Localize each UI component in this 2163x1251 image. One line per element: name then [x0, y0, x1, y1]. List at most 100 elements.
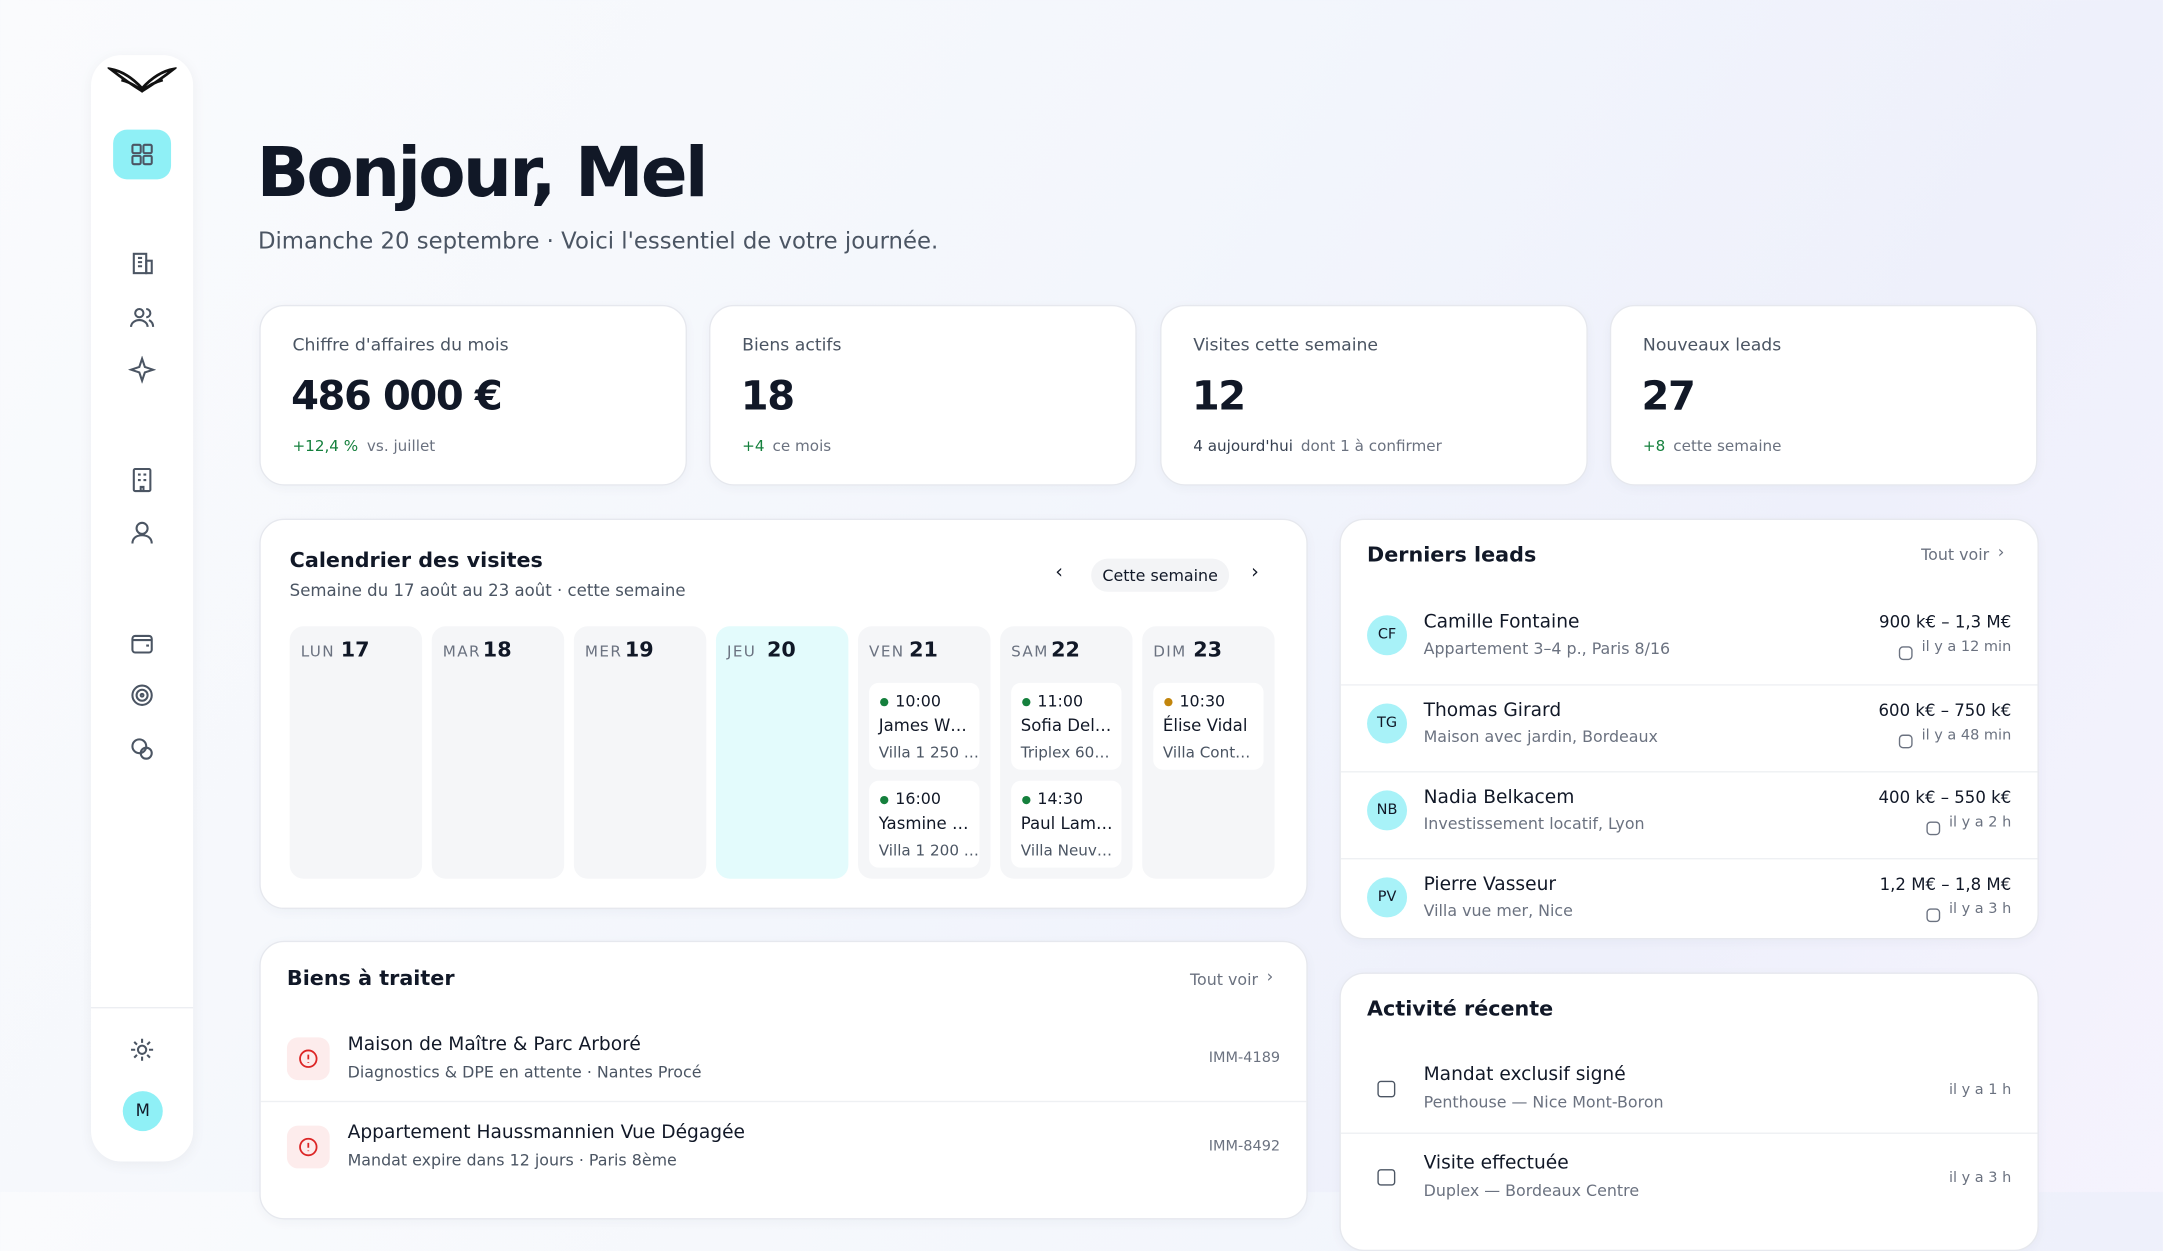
property-detail: Diagnostics & DPE en attente · Nantes Pr… [347, 1062, 702, 1082]
day-column: DIM 23 10:30 Élise Vidal Villa Cont… [1142, 626, 1275, 879]
kpi-label: Biens actifs [742, 333, 842, 355]
event-status [880, 795, 889, 805]
day-number: 19 [624, 637, 654, 663]
avatar[interactable]: M [122, 1091, 163, 1132]
lead-name: Thomas Girard [1423, 699, 1562, 722]
event-card[interactable]: 11:00 Sofia Del… Triplex 60… [1011, 682, 1122, 770]
day-number: 22 [1051, 637, 1080, 663]
activity-icon [1375, 1077, 1397, 1099]
event-property: Triplex 60… [1020, 743, 1110, 762]
nav-wallet[interactable] [128, 629, 156, 657]
nav-properties[interactable] [128, 466, 156, 494]
nav-finance[interactable] [128, 735, 156, 763]
nav-ai[interactable] [128, 355, 156, 384]
lead-detail: Investissement locatif, Lyon [1423, 813, 1645, 834]
activity-card: Activité récente Mandat exclusif signé Pen… [1339, 972, 2039, 1251]
kpi-label: Nouveaux leads [1642, 333, 1782, 355]
kpi-note: vs. juillet [366, 437, 436, 456]
next-week[interactable]: › [1251, 561, 1259, 584]
sidebar-divider [91, 1007, 194, 1009]
property-code: IMM-4189 [1208, 1049, 1281, 1067]
property-row[interactable]: Maison de Maître & Parc Arboré Diagnostic… [261, 1014, 1307, 1101]
event-property: Villa Neuv… [1020, 841, 1113, 860]
lead-detail: Villa vue mer, Nice [1423, 900, 1573, 921]
day-column: SAM 22 11:00 Sofia Del… Triplex 60… 14:30 Paul… [1000, 626, 1133, 879]
day-of-week: SAM [1011, 642, 1049, 661]
lead-row[interactable]: NB Nadia Belkacem Investissement locatif, … [1340, 771, 2038, 859]
week-pill[interactable]: Cette semaine [1091, 558, 1230, 592]
lead-row[interactable]: CF Camille Fontaine Appartement 3–4 p., Pa… [1341, 597, 2038, 684]
activity-row: Mandat exclusif signé Penthouse — Nice Mo… [1341, 1046, 2038, 1133]
greeting: Bonjour, Mel [256, 132, 709, 213]
lead-name: Camille Fontaine [1423, 611, 1580, 634]
lead-name: Pierre Vasseur [1423, 873, 1557, 896]
activity-detail: Duplex — Bordeaux Centre [1423, 1180, 1640, 1201]
kpi-card: Chiffre d'affaires du mois 486 000 € +12,4… [259, 304, 687, 486]
day-of-week: MER [584, 642, 623, 661]
nav-settings[interactable] [128, 1036, 156, 1064]
event-card[interactable]: 14:30 Paul Lam… Villa Neuv… [1011, 780, 1122, 868]
kpi-label: Visites cette semaine [1193, 333, 1379, 355]
day-column: VEN 21 10:00 James W… Villa 1 250 … 16:00 Yasm… [858, 626, 991, 879]
lead-name: Nadia Belkacem [1423, 786, 1575, 809]
property-code: IMM-8492 [1208, 1138, 1281, 1155]
lead-row[interactable]: TG Thomas Girard Maison avec jardin, Borde… [1340, 684, 2038, 772]
properties-see-all[interactable]: Tout voir [1190, 969, 1259, 990]
lead-source-icon [1898, 728, 1913, 749]
nav-contacts[interactable] [128, 303, 156, 331]
event-card[interactable]: 10:00 James W… Villa 1 250 … [869, 682, 980, 770]
kpi-value: 12 [1191, 372, 1246, 420]
lead-budget: 900 k€ – 1,3 M€ [1879, 612, 2012, 632]
leads-see-all[interactable]: Tout voir [1921, 544, 1990, 565]
day-number: 17 [340, 637, 370, 663]
day-number: 23 [1193, 637, 1223, 663]
lead-avatar: NB [1367, 790, 1408, 831]
event-property: Villa 1 200 … [878, 841, 979, 860]
activity-event: Mandat exclusif signé [1423, 1063, 1626, 1086]
sidebar: M [91, 55, 194, 1162]
event-client: Sofia Del… [1020, 715, 1112, 736]
kpi-label: Chiffre d'affaires du mois [292, 333, 509, 355]
property-row[interactable]: Appartement Haussmannien Vue Dégagée Mand… [260, 1100, 1307, 1189]
event-client: Yasmine … [878, 813, 969, 834]
day-of-week: DIM [1153, 642, 1187, 661]
lead-source-icon [1926, 902, 1941, 923]
event-client: James W… [878, 715, 967, 736]
kpi-note: cette semaine [1673, 437, 1782, 456]
kpi-delta: 4 aujourd'hui [1193, 437, 1293, 456]
day-column: JEU 20 [715, 626, 849, 879]
kpi-delta: +12,4 % [292, 437, 359, 456]
nav-profile[interactable] [128, 519, 156, 547]
event-status [1022, 795, 1031, 805]
kpi-value: 18 [740, 372, 795, 420]
lead-time: il y a 2 h [1948, 813, 2012, 831]
lead-detail: Maison avec jardin, Bordeaux [1423, 726, 1658, 747]
lead-row[interactable]: PV Pierre Vasseur Villa vue mer, Nice 1,2 M… [1340, 858, 2038, 946]
event-card[interactable]: 16:00 Yasmine … Villa 1 200 … [869, 780, 980, 868]
prev-week[interactable]: ‹ [1055, 561, 1064, 584]
nav-dashboard[interactable] [113, 129, 172, 180]
chevron: › [1997, 542, 2005, 562]
kpi-delta: +4 [742, 437, 765, 456]
lead-budget: 600 k€ – 750 k€ [1878, 700, 2012, 721]
chevron: › [1266, 967, 1274, 987]
nav-goals[interactable] [128, 681, 156, 709]
lead-budget: 1,2 M€ – 1,8 M€ [1879, 874, 2012, 894]
property-detail: Mandat expire dans 12 jours · Paris 8ème [347, 1150, 677, 1170]
property-title: Appartement Haussmannien Vue Dégagée [347, 1121, 746, 1144]
nav-buildings[interactable] [128, 250, 156, 278]
day-number: 18 [482, 637, 512, 663]
event-card[interactable]: 10:30 Élise Vidal Villa Cont… [1153, 682, 1264, 770]
activity-time: il y a 1 h [1948, 1081, 2012, 1099]
lead-detail: Appartement 3–4 p., Paris 8/16 [1423, 638, 1671, 659]
property-alert-icon [286, 1125, 330, 1169]
properties-title: Biens à traiter [286, 965, 455, 991]
event-status [1022, 698, 1031, 707]
event-client: Élise Vidal [1162, 715, 1248, 736]
kpi-card: Biens actifs 18 +4 ce mois [709, 304, 1137, 486]
event-time: 10:30 [1179, 691, 1226, 711]
day-column: MER 19 [573, 626, 707, 879]
day-of-week: JEU [726, 642, 757, 661]
